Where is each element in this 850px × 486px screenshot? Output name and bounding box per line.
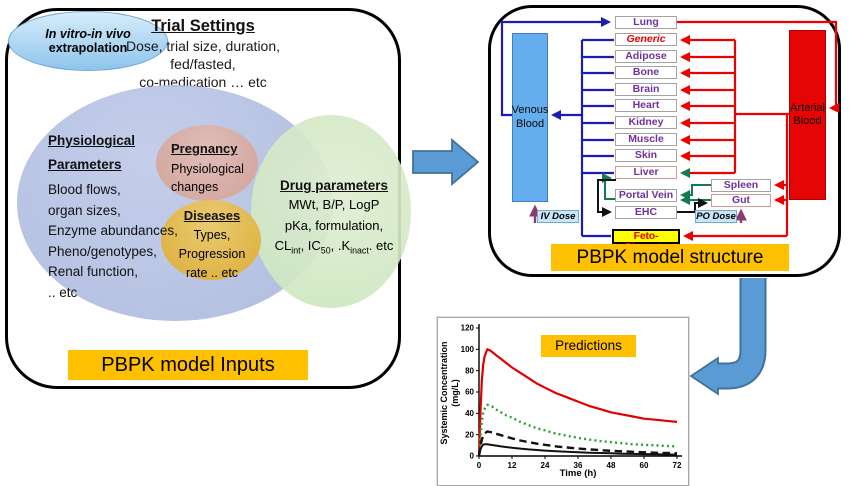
venous-blood-compartment: Venous Blood [512,33,548,202]
diseases-heading: Diseases [183,208,241,223]
pregnancy-block: Pregnancy Physiological changes [171,141,244,196]
svg-text:0: 0 [477,461,482,470]
svg-text:100: 100 [461,345,475,354]
drug-line-3: CLint, IC50, .Kinact. etc [274,238,394,256]
organ-box-portal-vein: Portal Vein [615,189,677,202]
ivive-line-1: In vitro-in vivo [45,27,131,41]
svg-text:36: 36 [574,461,583,470]
svg-text:0: 0 [470,452,475,461]
svg-text:24: 24 [541,461,550,470]
trial-settings-line-2: fed/fasted, [170,56,236,72]
svg-text:72: 72 [673,461,682,470]
drug-line-2: pKa, formulation, [284,217,384,233]
x-axis-label: Time (h) [559,468,597,479]
iv-dose-box: IV Dose [537,210,579,223]
physiological-item: organ sizes, [48,202,121,218]
organ-box-lung: Lung [615,16,677,29]
organ-box-gut: Gut [711,194,771,207]
predictions-banner: Predictions [541,335,636,357]
drug-heading: Drug parameters [279,178,389,193]
ivive-ellipse: In vitro-in vivo extrapolation [8,11,168,71]
trial-settings-line-1: Dose, trial size, duration, [125,38,281,54]
organ-box-brain: Brain [615,83,677,96]
pbpk-structure-panel: Venous Blood Arterial Blood Lung Generic… [488,5,841,277]
drug-parameters-block: Drug parameters MWt, B/P, LogP pKa, form… [261,178,407,261]
drug-line-1: MWt, B/P, LogP [288,197,380,212]
pbpk-inputs-banner: PBPK model Inputs [68,350,308,380]
svg-text:20: 20 [465,430,474,439]
inputs-to-structure-arrow [412,138,480,186]
y-axis-label: Systemic Concentration (mg/L) [439,341,460,445]
venn-drug-circle [251,115,411,308]
physiological-heading-1: Physiological [48,133,136,148]
flow-lines [500,16,840,242]
diseases-line: rate .. etc [185,266,239,280]
organ-box-spleen: Spleen [711,179,771,192]
venn-diseases-circle [161,200,261,280]
svg-text:120: 120 [461,324,475,333]
organ-box-adipose: Adipose [615,50,677,63]
organ-box-ehc: EHC [615,206,677,219]
diseases-line: Progression [178,247,246,261]
physiological-heading-2: Parameters [48,157,122,172]
pbpk-structure-banner: PBPK model structure [551,244,789,271]
organ-box-muscle: Muscle [615,133,677,146]
trial-settings-title: Trial Settings [151,17,255,35]
physiological-parameters-block: Physiological Parameters Blood flows, or… [48,129,178,303]
concentration-time-plot: 0 20 40 60 80 100 120 0 12 24 36 48 60 72 [461,324,682,470]
svg-text:60: 60 [640,461,649,470]
structure-to-predictions-arrow [689,278,767,396]
pregnancy-line: changes [171,180,219,194]
svg-text:12: 12 [508,461,517,470]
organ-box-liver: Liver [615,166,677,179]
organ-box-skin: Skin [615,149,677,162]
pregnancy-heading: Pregnancy [171,141,238,156]
pbpk-inputs-panel: Trial Settings Dose, trial size, duratio… [5,8,411,389]
organ-box-heart: Heart [615,99,677,112]
po-dose-box: PO Dose [695,210,737,223]
organ-box-generic: Generic [615,33,677,46]
physiological-item: .. etc [48,284,78,300]
predictions-chart: Predictions Systemic Concentration (mg/L… [437,317,689,486]
physiological-item: Renal function, [48,264,139,279]
organ-box-bone: Bone [615,66,677,79]
physiological-item: Blood flows, [48,182,121,197]
svg-text:40: 40 [465,409,474,418]
organ-box-feto-placenta: Feto-Placenta [612,229,680,253]
organ-box-kidney: Kidney [615,116,677,129]
physiological-item: Enzyme abundances, [48,223,178,238]
svg-text:80: 80 [465,366,474,375]
arterial-blood-compartment: Arterial Blood [789,30,826,200]
physiological-item: Pheno/genotypes, [48,243,157,259]
diseases-block: Diseases Types, Progression rate .. etc [161,208,263,283]
svg-text:60: 60 [465,388,474,397]
venn-pregnancy-circle [156,125,258,201]
svg-text:48: 48 [607,461,616,470]
diseases-line: Types, [193,228,231,242]
ivive-line-2: extrapolation [48,41,128,55]
pregnancy-line: Physiological [171,162,244,176]
